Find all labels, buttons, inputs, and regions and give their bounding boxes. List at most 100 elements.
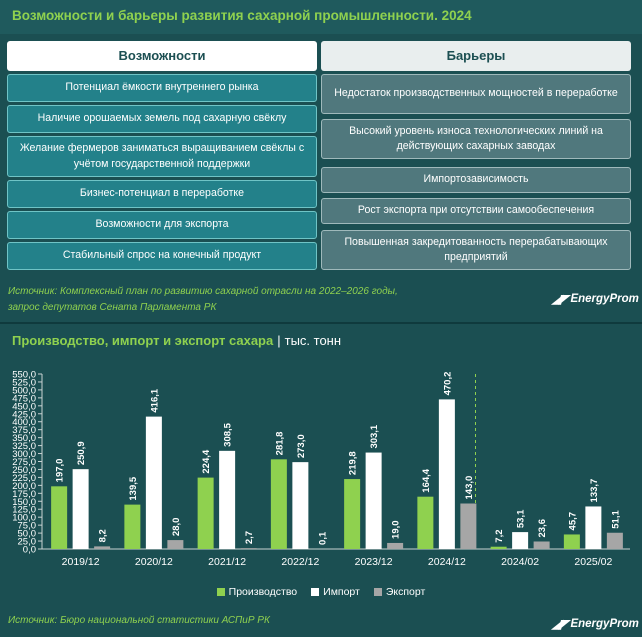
y-tick-label: 225,0 — [12, 473, 36, 484]
barriers-heading: Барьеры — [321, 41, 631, 71]
title-separator: | — [277, 333, 281, 348]
x-tick-label: 2021/12 — [208, 556, 246, 568]
data-label: 273,0 — [296, 434, 307, 458]
page-title: Возможности и барьеры развития сахарной … — [12, 8, 472, 23]
chart-title: Производство, импорт и экспорт сахара | ты… — [12, 333, 341, 348]
bar-export — [606, 532, 623, 549]
y-tick-label: 175,0 — [12, 489, 36, 500]
data-label: 7,2 — [494, 529, 505, 542]
data-label: 0,1 — [317, 531, 328, 545]
y-tick-label: 450,0 — [12, 401, 36, 412]
data-label: 45,7 — [567, 512, 578, 531]
y-tick-label: 425,0 — [12, 409, 36, 420]
data-label: 23,6 — [537, 519, 548, 538]
data-label: 53,1 — [516, 509, 527, 528]
barriers-column: Барьеры Недостаток производственных мощн… — [321, 41, 631, 270]
y-tick-label: 50,0 — [18, 529, 37, 540]
y-tick-label: 375,0 — [12, 425, 36, 436]
bar-production — [490, 546, 507, 549]
data-label: 197,0 — [55, 459, 66, 483]
data-label: 133,7 — [589, 479, 600, 503]
x-tick-label: 2025/02 — [574, 556, 612, 568]
data-label: 2,7 — [244, 531, 255, 544]
legend-label: Экспорт — [385, 586, 426, 598]
data-label: 303,1 — [369, 424, 380, 448]
legend-label: Импорт — [323, 586, 360, 598]
source-line: Источник: Комплексный план по развитию с… — [8, 286, 398, 297]
barrier-item: Недостаток производственных мощностей в … — [321, 74, 631, 114]
x-tick-label: 2023/12 — [355, 556, 393, 568]
bar-export — [94, 546, 111, 549]
legend-item-import: Импорт — [311, 586, 360, 598]
bar-production — [417, 496, 434, 549]
bar-production — [51, 486, 68, 549]
data-label: 8,2 — [98, 529, 109, 542]
bar-export — [167, 540, 184, 549]
brand-logo: ◢◤ EnergyProm — [552, 292, 639, 306]
data-label: 250,9 — [76, 441, 87, 465]
data-label: 51,1 — [610, 510, 621, 529]
x-tick-label: 2019/12 — [62, 556, 100, 568]
opportunity-item: Потенциал ёмкости внутреннего рынка — [7, 74, 317, 102]
data-label: 281,8 — [274, 432, 285, 456]
bar-import — [72, 469, 89, 549]
legend-label: Производство — [228, 586, 298, 598]
logo-mark-icon: ◢◤ — [552, 292, 569, 306]
opportunity-item: Желание фермеров заниматься выращиванием… — [7, 136, 317, 177]
bar-production — [344, 479, 361, 549]
bar-import — [512, 532, 529, 549]
bar-export — [240, 548, 257, 549]
x-tick-label: 2024/12 — [428, 556, 466, 568]
chart-unit: тыс. тонн — [284, 333, 342, 348]
barrier-item: Импортозависимость — [321, 167, 631, 193]
bar-production — [197, 477, 214, 549]
chart-title-text: Производство, импорт и экспорт сахара — [12, 333, 274, 348]
y-tick-label: 25,0 — [18, 537, 37, 548]
legend-swatch — [311, 588, 320, 596]
y-tick-label: 400,0 — [12, 417, 36, 428]
y-tick-label: 125,0 — [12, 505, 36, 516]
section-divider — [0, 322, 642, 324]
legend-swatch — [373, 588, 382, 596]
bar-export — [460, 503, 477, 549]
logo-text: EnergyProm — [570, 618, 639, 630]
legend-item-production: Производство — [216, 586, 298, 598]
data-label: 224,4 — [201, 449, 212, 473]
opportunity-item: Стабильный спрос на конечный продукт — [7, 242, 317, 270]
opportunity-item: Возможности для экспорта — [7, 211, 317, 239]
y-tick-label: 550,0 — [12, 370, 36, 381]
bar-import — [438, 399, 455, 549]
barrier-item: Рост экспорта при отсутствии самообеспеч… — [321, 198, 631, 224]
bar-import — [365, 452, 382, 549]
opportunity-item: Наличие орошаемых земель под сахарную св… — [7, 105, 317, 133]
barrier-item: Высокий уровень износа технологических л… — [321, 119, 631, 159]
data-label: 143,0 — [464, 476, 475, 500]
bar-chart: 0,025,050,075,0100,0125,0150,0175,0200,0… — [12, 370, 630, 568]
y-tick-label: 300,0 — [12, 449, 36, 460]
legend-item-export: Экспорт — [373, 586, 426, 598]
data-label: 219,8 — [348, 451, 359, 475]
bar-production — [270, 459, 287, 549]
y-tick-label: 500,0 — [12, 385, 36, 396]
barrier-item: Повышенная закредитованность перерабатыв… — [321, 230, 631, 270]
chart-legend: Производство Импорт Экспорт — [0, 586, 642, 598]
source-note-bottom: Источник: Бюро национальной статистики А… — [8, 615, 270, 626]
bar-export — [387, 542, 404, 549]
y-tick-label: 475,0 — [12, 393, 36, 404]
data-label: 416,1 — [149, 388, 160, 412]
y-tick-label: 75,0 — [18, 521, 37, 532]
bar-export — [533, 541, 550, 549]
opportunities-heading: Возможности — [7, 41, 317, 71]
header-bar: Возможности и барьеры развития сахарной … — [0, 0, 642, 34]
data-label: 164,4 — [421, 468, 432, 492]
data-label: 19,0 — [391, 520, 402, 539]
x-tick-label: 2024/02 — [501, 556, 539, 568]
bar-import — [145, 416, 162, 549]
logo-text: EnergyProm — [570, 293, 639, 305]
y-tick-label: 0,0 — [23, 545, 36, 556]
data-label: 28,0 — [171, 518, 182, 537]
y-tick-label: 325,0 — [12, 441, 36, 452]
data-label: 308,5 — [223, 422, 234, 446]
legend-swatch — [216, 588, 225, 596]
source-line: запрос депутатов Сената Парламента РК — [8, 302, 217, 313]
